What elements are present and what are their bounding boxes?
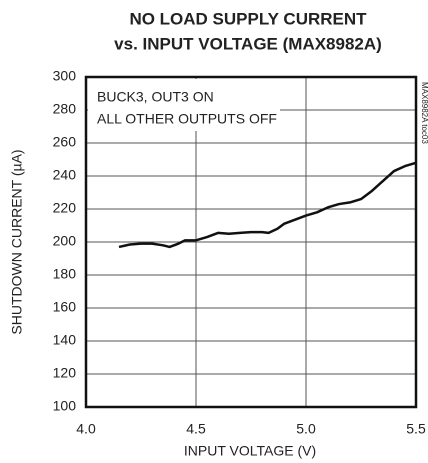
y-tick-label: 200 — [53, 233, 77, 249]
side-label: MAX8982A toc03 — [420, 82, 428, 144]
data-line — [118, 161, 417, 249]
chart-title: vs. INPUT VOLTAGE (MAX8982A) — [114, 34, 382, 53]
chart-title: NO LOAD SUPPLY CURRENT — [129, 9, 367, 28]
x-axis-label: INPUT VOLTAGE (V) — [184, 443, 316, 459]
y-tick-label: 220 — [53, 200, 77, 216]
y-axis-label: SHUTDOWN CURRENT (µA) — [9, 149, 25, 334]
x-tick-label: 5.0 — [296, 421, 316, 437]
annotation: BUCK3, OUT3 ON — [97, 89, 214, 105]
x-tick-label: 4.5 — [186, 421, 206, 437]
y-tick-label: 240 — [53, 167, 77, 183]
plot-frame — [84, 75, 418, 409]
y-tick-label: 100 — [53, 398, 77, 414]
y-tick-label: 120 — [53, 365, 77, 381]
y-tick-label: 300 — [53, 68, 77, 84]
y-tick-label: 280 — [53, 101, 77, 117]
x-tick-label: 4.0 — [76, 421, 96, 437]
y-tick-label: 140 — [53, 332, 77, 348]
x-tick-label: 5.5 — [406, 421, 426, 437]
annotation: ALL OTHER OUTPUTS OFF — [97, 111, 277, 127]
annotation-box — [88, 79, 280, 131]
y-tick-label: 260 — [53, 134, 77, 150]
y-tick-label: 180 — [53, 266, 77, 282]
y-tick-label: 160 — [53, 299, 77, 315]
